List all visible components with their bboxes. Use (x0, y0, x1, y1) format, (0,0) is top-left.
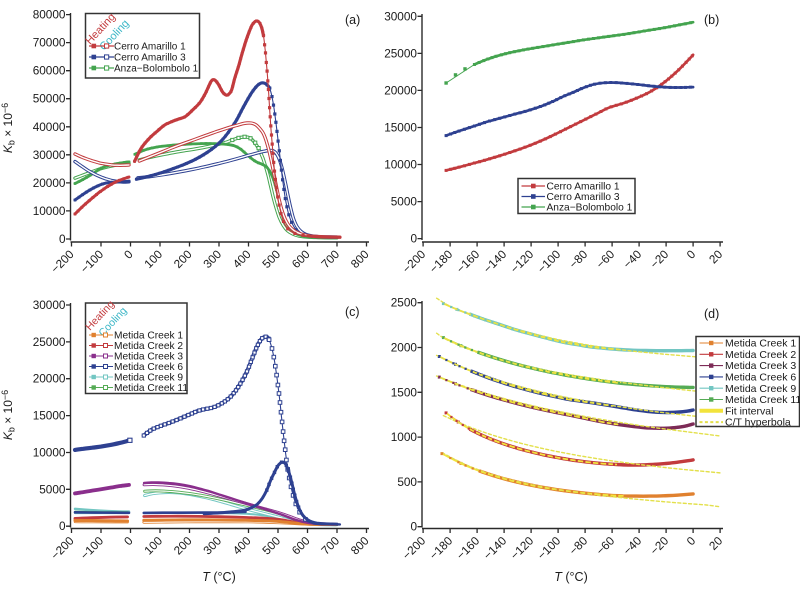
svg-text:0: 0 (59, 519, 66, 533)
svg-text:Metida Creek 3: Metida Creek 3 (114, 352, 183, 363)
svg-text:15000: 15000 (384, 121, 417, 135)
svg-text:T (°C): T (°C) (202, 570, 235, 584)
svg-text:0: 0 (410, 520, 417, 534)
svg-text:40000: 40000 (33, 120, 66, 134)
svg-text:5000: 5000 (39, 482, 66, 496)
svg-text:0: 0 (410, 232, 417, 246)
svg-text:(d): (d) (704, 307, 719, 321)
svg-text:2000: 2000 (391, 341, 418, 355)
svg-text:Kb × 10−6: Kb × 10−6 (0, 103, 17, 153)
svg-text:60000: 60000 (33, 64, 66, 78)
svg-text:1500: 1500 (391, 385, 418, 399)
svg-text:25000: 25000 (384, 46, 417, 60)
svg-text:(c): (c) (345, 305, 360, 319)
svg-text:5000: 5000 (391, 195, 418, 209)
svg-text:20000: 20000 (33, 372, 66, 386)
svg-text:Cerro Amarillo 3: Cerro Amarillo 3 (114, 53, 186, 64)
svg-text:25000: 25000 (33, 335, 66, 349)
svg-text:Metida Creek 9: Metida Creek 9 (725, 383, 796, 395)
svg-text:20000: 20000 (33, 176, 66, 190)
svg-text:0: 0 (59, 232, 66, 246)
svg-text:(a): (a) (345, 13, 360, 27)
svg-text:Kb × 10−6: Kb × 10−6 (0, 390, 17, 440)
svg-text:30000: 30000 (33, 298, 66, 312)
svg-text:Anza−Bolombolo 1: Anza−Bolombolo 1 (114, 64, 199, 75)
svg-text:Metida Creek 9: Metida Creek 9 (114, 373, 183, 384)
svg-text:20000: 20000 (384, 83, 417, 97)
svg-text:Cerro Amarillo 1: Cerro Amarillo 1 (114, 42, 186, 53)
svg-text:Metida Creek 2: Metida Creek 2 (725, 349, 796, 361)
svg-text:Metida Creek 11: Metida Creek 11 (114, 383, 188, 394)
svg-text:80000: 80000 (33, 8, 66, 22)
svg-text:Metida Creek 6: Metida Creek 6 (114, 362, 183, 373)
svg-text:(b): (b) (704, 13, 719, 27)
svg-text:10000: 10000 (33, 204, 66, 218)
svg-text:70000: 70000 (33, 36, 66, 50)
svg-text:Metida Creek 1: Metida Creek 1 (114, 331, 183, 342)
svg-text:Metida Creek 11: Metida Creek 11 (725, 394, 800, 406)
svg-text:50000: 50000 (33, 92, 66, 106)
svg-text:2500: 2500 (391, 296, 418, 310)
svg-text:C/T hyperbola: C/T hyperbola (725, 417, 791, 429)
svg-text:30000: 30000 (384, 9, 417, 23)
svg-text:30000: 30000 (33, 148, 66, 162)
svg-text:Metida Creek 2: Metida Creek 2 (114, 341, 183, 352)
svg-text:Metida Creek 1: Metida Creek 1 (725, 338, 796, 350)
svg-text:Metida Creek 6: Metida Creek 6 (725, 372, 796, 384)
svg-text:500: 500 (397, 475, 417, 489)
svg-text:Fit interval: Fit interval (725, 405, 773, 417)
svg-text:Cerro Amarillo 1: Cerro Amarillo 1 (547, 182, 620, 193)
svg-text:Cerro Amarillo 3: Cerro Amarillo 3 (547, 192, 620, 203)
svg-text:Anza−Bolombolo 1: Anza−Bolombolo 1 (547, 203, 633, 214)
svg-text:10000: 10000 (33, 446, 66, 460)
svg-text:T (°C): T (°C) (554, 570, 587, 584)
svg-text:1000: 1000 (391, 430, 418, 444)
svg-text:Metida Creek 3: Metida Creek 3 (725, 360, 796, 372)
svg-text:15000: 15000 (33, 409, 66, 423)
svg-text:10000: 10000 (384, 158, 417, 172)
